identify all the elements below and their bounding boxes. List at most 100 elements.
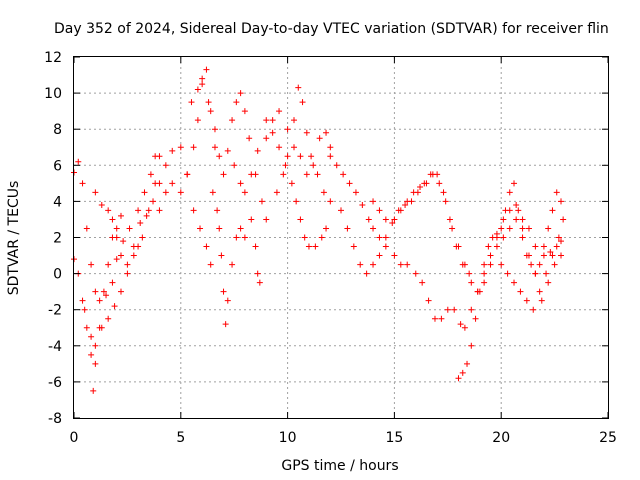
- x-tick-label: 0: [70, 430, 79, 446]
- data-point: [558, 252, 565, 259]
- data-point: [120, 238, 127, 245]
- data-point: [440, 189, 447, 196]
- data-point: [254, 270, 261, 277]
- data-point: [103, 292, 110, 299]
- data-point: [376, 207, 383, 214]
- data-point: [263, 216, 270, 223]
- data-point: [169, 147, 176, 154]
- data-point: [145, 207, 152, 214]
- data-point: [194, 86, 201, 93]
- data-point: [109, 279, 116, 286]
- satellite-track-2: [71, 212, 124, 394]
- data-point: [382, 216, 389, 223]
- data-point: [100, 288, 107, 295]
- data-point: [188, 99, 195, 106]
- data-point: [237, 90, 244, 97]
- data-point: [199, 81, 206, 88]
- data-point: [231, 162, 238, 169]
- data-point: [284, 126, 291, 133]
- satellite-track-5: [188, 75, 270, 223]
- data-point: [203, 243, 210, 250]
- y-tick-label: -4: [48, 339, 62, 355]
- data-point: [288, 180, 295, 187]
- data-point: [536, 261, 543, 268]
- data-point: [504, 270, 511, 277]
- data-point: [545, 225, 552, 232]
- data-point: [333, 162, 340, 169]
- data-point: [92, 360, 99, 367]
- data-point: [276, 144, 283, 151]
- y-tick-label: -2: [48, 303, 62, 319]
- data-point: [81, 306, 88, 313]
- data-point: [547, 248, 554, 255]
- data-point: [455, 243, 462, 250]
- data-point: [402, 202, 409, 209]
- satellite-track-9: [273, 84, 334, 205]
- y-tick-label: -6: [48, 375, 62, 391]
- y-tick-label: 0: [53, 267, 62, 283]
- data-point: [532, 270, 539, 277]
- data-point: [88, 333, 95, 340]
- satellite-track-13: [455, 180, 565, 382]
- data-point: [340, 171, 347, 178]
- data-point: [438, 315, 445, 322]
- data-point: [258, 198, 265, 205]
- data-point: [293, 198, 300, 205]
- data-point: [523, 297, 530, 304]
- data-point: [216, 225, 223, 232]
- data-point: [297, 216, 304, 223]
- data-point: [252, 243, 259, 250]
- data-point: [98, 324, 105, 331]
- data-point: [83, 324, 90, 331]
- data-point: [177, 144, 184, 151]
- data-point: [105, 261, 112, 268]
- data-point: [464, 360, 471, 367]
- data-point: [536, 288, 543, 295]
- data-point: [273, 189, 280, 196]
- data-point: [162, 162, 169, 169]
- data-point: [162, 189, 169, 196]
- data-point: [346, 180, 353, 187]
- data-point: [468, 279, 475, 286]
- data-point: [423, 180, 430, 187]
- axis-ticks: [73, 56, 609, 419]
- data-point: [352, 189, 359, 196]
- data-point: [224, 147, 231, 154]
- data-point: [316, 135, 323, 142]
- data-point: [205, 99, 212, 106]
- satellite-track-11: [338, 171, 473, 277]
- data-point: [299, 99, 306, 106]
- data-point: [152, 180, 159, 187]
- data-point: [525, 225, 532, 232]
- data-point: [357, 261, 364, 268]
- data-point: [323, 129, 330, 136]
- data-point: [511, 279, 518, 286]
- data-point: [147, 171, 154, 178]
- data-point: [370, 261, 377, 268]
- data-point: [489, 234, 496, 241]
- data-point: [137, 220, 144, 227]
- data-point: [111, 303, 118, 310]
- data-point: [284, 153, 291, 160]
- data-point: [404, 198, 411, 205]
- data-point: [130, 252, 137, 259]
- data-point: [169, 180, 176, 187]
- grid: [74, 57, 608, 418]
- data-point: [222, 321, 229, 328]
- data-point: [92, 288, 99, 295]
- data-point: [493, 243, 500, 250]
- data-point: [156, 153, 163, 160]
- data-point: [451, 306, 458, 313]
- data-point: [558, 198, 565, 205]
- data-point: [376, 252, 383, 259]
- data-point: [237, 225, 244, 232]
- data-point: [519, 225, 526, 232]
- data-point: [276, 108, 283, 115]
- data-point: [241, 234, 248, 241]
- y-tick-label: 12: [44, 50, 62, 66]
- data-point: [211, 144, 218, 151]
- data-point: [229, 261, 236, 268]
- data-point: [500, 216, 507, 223]
- data-point: [79, 180, 86, 187]
